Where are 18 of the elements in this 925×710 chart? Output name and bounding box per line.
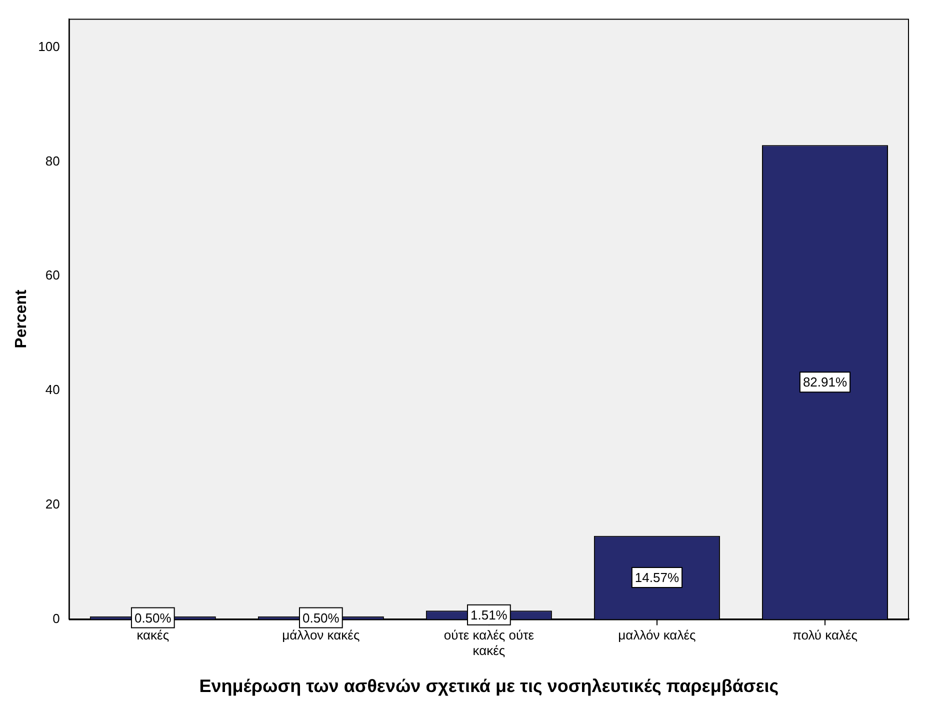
y-tick-label: 0 xyxy=(52,610,60,626)
x-tick-label: ούτε καλές ούτε κακές xyxy=(444,628,534,658)
data-label: 14.57% xyxy=(634,570,680,586)
x-axis-title: Ενημέρωση των ασθενών σχετικά με τις νοσηλευτικές παρεμβάσεις xyxy=(199,676,779,696)
data-label: 1.51% xyxy=(470,607,508,622)
y-tick-label: 80 xyxy=(45,153,60,168)
y-tick-label: 40 xyxy=(45,382,60,398)
y-axis-title: Percent xyxy=(13,288,30,348)
x-tick-label: μαλλόν καλές xyxy=(618,628,696,643)
data-label: 0.50% xyxy=(134,610,172,626)
x-tick-label: κακές xyxy=(136,628,170,643)
y-tick-label: 60 xyxy=(45,268,60,283)
data-label: 0.50% xyxy=(302,610,340,626)
x-tick-label: πολύ καλές xyxy=(792,628,858,643)
x-tick-label: μάλλον κακές xyxy=(282,628,360,643)
y-tick-label: 100 xyxy=(38,38,60,54)
y-tick-label: 20 xyxy=(45,496,60,512)
data-label: 82.91% xyxy=(802,374,848,390)
